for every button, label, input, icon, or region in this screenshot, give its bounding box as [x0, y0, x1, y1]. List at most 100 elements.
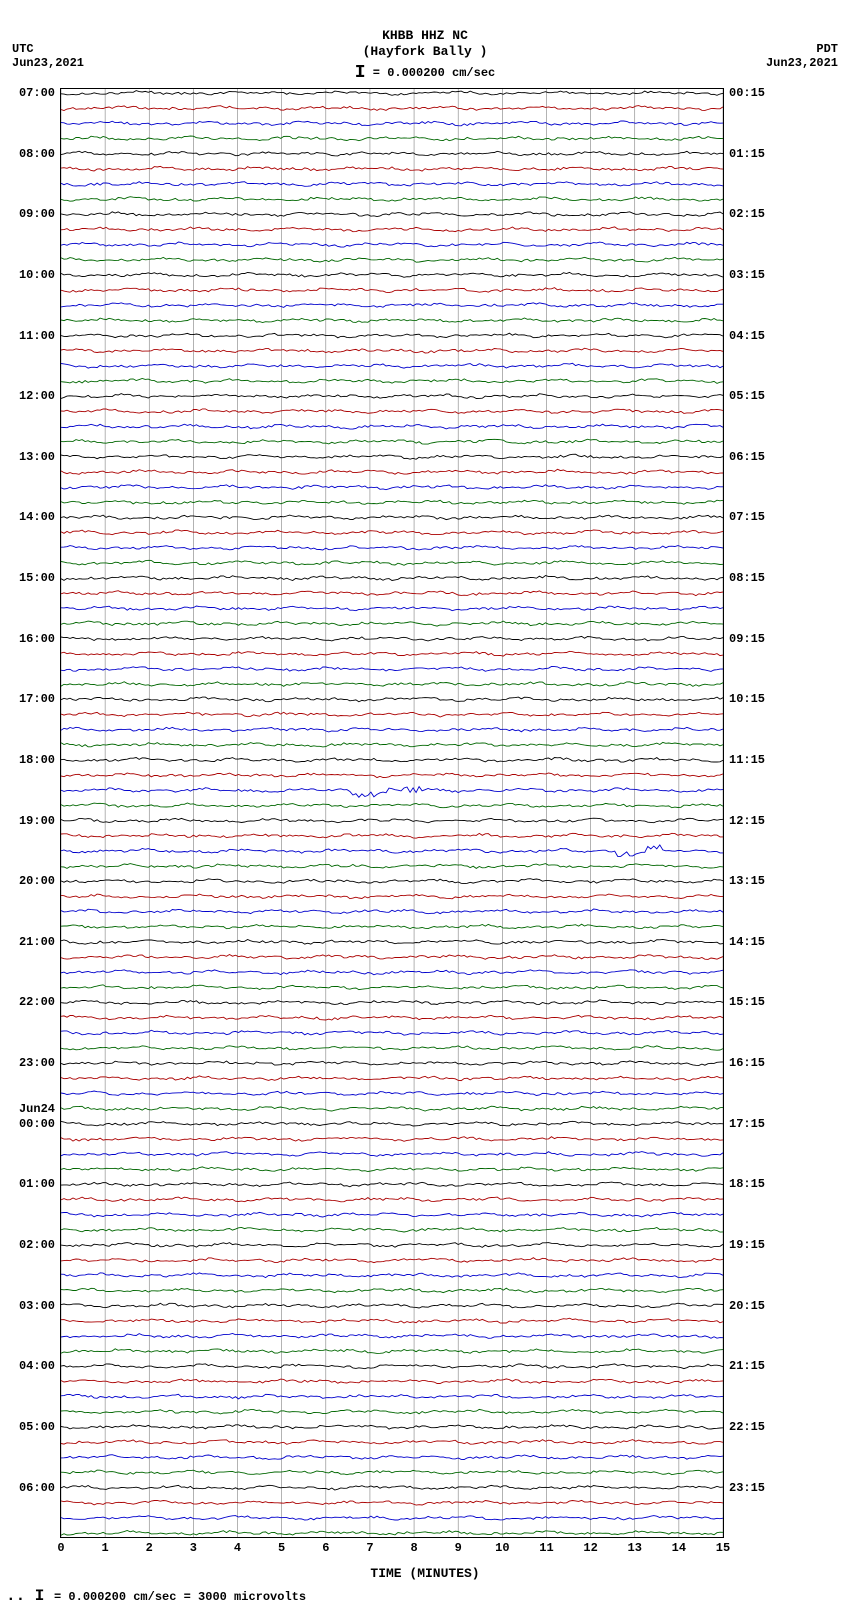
utc-label: 00:00	[19, 1117, 55, 1131]
trace-line	[61, 1137, 723, 1142]
scale-bar-icon: I	[355, 63, 366, 83]
tz-left-date: Jun23,2021	[12, 56, 84, 70]
trace-line	[61, 1227, 723, 1232]
tz-right-date: Jun23,2021	[766, 56, 838, 70]
tz-left: UTC Jun23,2021	[12, 42, 84, 70]
trace-line	[61, 272, 723, 277]
utc-label: 02:00	[19, 1238, 55, 1252]
trace-line	[61, 1425, 723, 1429]
trace-line	[61, 197, 723, 202]
utc-label: 20:00	[19, 874, 55, 888]
trace-line	[61, 845, 723, 857]
trace-line	[61, 348, 723, 353]
trace-line	[61, 515, 723, 520]
xtick: 4	[234, 1541, 241, 1555]
trace-line	[61, 667, 723, 672]
pdt-label: 23:15	[729, 1481, 765, 1495]
trace-line	[61, 1106, 723, 1111]
trace-line	[61, 394, 723, 399]
trace-line	[61, 136, 723, 141]
trace-line	[61, 288, 723, 293]
trace-line	[61, 1212, 723, 1217]
utc-label: 07:00	[19, 86, 55, 100]
trace-line	[61, 182, 723, 187]
pdt-label: 16:15	[729, 1056, 765, 1070]
trace-line	[61, 560, 723, 565]
trace-line	[61, 1334, 723, 1339]
utc-label: 17:00	[19, 692, 55, 706]
trace-line	[61, 1076, 723, 1081]
trace-line	[61, 424, 723, 429]
trace-line	[61, 1364, 723, 1369]
trace-line	[61, 1273, 723, 1278]
xtick: 13	[628, 1541, 642, 1555]
trace-line	[61, 742, 723, 747]
trace-line	[61, 1440, 723, 1445]
trace-line	[61, 303, 723, 308]
scale-indicator: I = 0.000200 cm/sec	[0, 63, 850, 83]
xtick: 7	[366, 1541, 373, 1555]
pdt-label: 04:15	[729, 329, 765, 343]
trace-line	[61, 1197, 723, 1202]
trace-line	[61, 727, 723, 732]
trace-line	[61, 151, 723, 156]
pdt-label: 13:15	[729, 874, 765, 888]
trace-line	[61, 1182, 723, 1187]
pdt-label: 19:15	[729, 1238, 765, 1252]
utc-label: 09:00	[19, 207, 55, 221]
xtick: 1	[102, 1541, 109, 1555]
pdt-label: 21:15	[729, 1359, 765, 1373]
footer-bar-icon: .. I	[6, 1587, 54, 1605]
xtick: 2	[146, 1541, 153, 1555]
footer: .. I = 0.000200 cm/sec = 3000 microvolts	[6, 1587, 306, 1605]
pdt-label: 15:15	[729, 995, 765, 1009]
utc-label: 16:00	[19, 632, 55, 646]
trace-line	[61, 1091, 723, 1096]
trace-line	[61, 636, 723, 641]
trace-line	[61, 682, 723, 687]
trace-line	[61, 1379, 723, 1384]
trace-line	[61, 712, 723, 717]
trace-line	[61, 909, 723, 914]
utc-label: 04:00	[19, 1359, 55, 1373]
trace-line	[61, 454, 723, 459]
trace-line	[61, 257, 723, 262]
pdt-label: 10:15	[729, 692, 765, 706]
header: KHBB HHZ NC (Hayfork Bally )	[0, 0, 850, 59]
pdt-label: 11:15	[729, 753, 765, 767]
trace-line	[61, 970, 723, 975]
xtick: 8	[410, 1541, 417, 1555]
trace-line	[61, 1470, 723, 1475]
xtick: 3	[190, 1541, 197, 1555]
trace-line	[61, 318, 723, 323]
trace-line	[61, 1318, 723, 1323]
utc-label: 11:00	[19, 329, 55, 343]
pdt-label: 17:15	[729, 1117, 765, 1131]
utc-label: 03:00	[19, 1299, 55, 1313]
xtick: 0	[57, 1541, 64, 1555]
trace-line	[61, 576, 723, 581]
trace-line	[61, 106, 723, 111]
trace-line	[61, 1500, 723, 1505]
pdt-label: 22:15	[729, 1420, 765, 1434]
trace-line	[61, 803, 723, 808]
xaxis-label: TIME (MINUTES)	[0, 1566, 850, 1581]
trace-line	[61, 469, 723, 474]
trace-line	[61, 1485, 723, 1490]
trace-line	[61, 500, 723, 504]
tz-left-label: UTC	[12, 42, 84, 56]
trace-line	[61, 864, 723, 869]
trace-line	[61, 787, 723, 798]
station-code: KHBB HHZ NC	[0, 28, 850, 44]
trace-line	[61, 1455, 723, 1460]
xtick: 11	[539, 1541, 553, 1555]
pdt-label: 08:15	[729, 571, 765, 585]
trace-line	[61, 924, 723, 929]
trace-line	[61, 530, 723, 535]
trace-line	[61, 1243, 723, 1248]
trace-line	[61, 833, 723, 838]
seismogram-plot: 012345678910111213141507:0008:0009:0010:…	[60, 88, 724, 1538]
utc-label: 19:00	[19, 814, 55, 828]
xtick: 5	[278, 1541, 285, 1555]
trace-line	[61, 121, 723, 126]
